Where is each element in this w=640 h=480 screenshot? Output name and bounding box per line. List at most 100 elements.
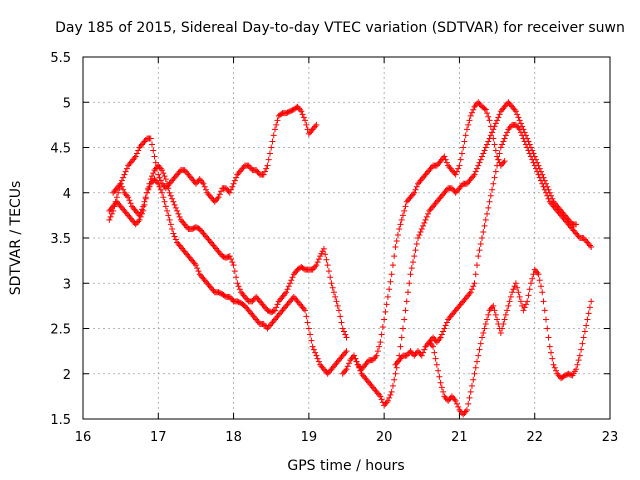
data-point (270, 308, 277, 315)
data-point (585, 310, 592, 317)
data-point (581, 328, 588, 335)
data-point (515, 289, 522, 296)
data-point (495, 320, 502, 327)
data-point (151, 153, 158, 160)
data-point (455, 403, 462, 410)
data-point (583, 322, 590, 329)
data-point (453, 168, 460, 175)
data-point (382, 308, 389, 315)
data-point (465, 400, 472, 407)
data-point (501, 316, 508, 323)
data-point (293, 104, 300, 111)
data-point (132, 153, 139, 160)
y-axis-title: SDTVAR / TECUs (8, 181, 24, 296)
data-point (433, 361, 440, 368)
data-point (468, 109, 475, 116)
data-point (501, 135, 508, 142)
data-point (492, 147, 499, 154)
data-point (146, 180, 153, 187)
data-point (313, 352, 320, 359)
data-point (453, 400, 460, 407)
data-point (379, 323, 386, 330)
data-point (234, 280, 241, 287)
data-point (202, 186, 209, 193)
data-point (175, 210, 182, 217)
data-point (535, 171, 542, 178)
data-point (491, 174, 498, 181)
data-point (334, 302, 341, 309)
data-point (507, 293, 514, 300)
data-point (218, 188, 225, 195)
data-point (271, 307, 278, 314)
data-point (561, 372, 568, 379)
data-point (123, 165, 130, 172)
data-point (265, 308, 272, 315)
data-point (328, 280, 335, 287)
data-point (159, 167, 166, 174)
data-point (313, 262, 320, 269)
data-point (420, 349, 427, 356)
data-points (106, 99, 595, 418)
data-point (122, 168, 129, 175)
data-point (435, 367, 442, 374)
x-tick-label: 21 (451, 430, 468, 445)
data-point (481, 147, 488, 154)
data-point (118, 177, 125, 184)
data-point (517, 120, 524, 127)
data-point (300, 114, 307, 121)
data-point (270, 132, 277, 139)
data-point (502, 311, 509, 318)
axis-ticks (82, 56, 611, 420)
data-point (389, 262, 396, 269)
data-point (200, 180, 207, 187)
data-point (133, 150, 140, 157)
data-point (505, 302, 512, 309)
data-point (235, 298, 242, 305)
data-point (476, 346, 483, 353)
data-point (578, 346, 585, 353)
data-point (383, 301, 390, 308)
data-point (494, 153, 501, 160)
data-point (481, 105, 488, 112)
data-point (482, 216, 489, 223)
plot-frame (82, 56, 611, 420)
data-point (156, 174, 163, 181)
data-point (479, 334, 486, 341)
data-point (304, 126, 311, 133)
data-point (491, 141, 498, 148)
data-point (413, 183, 420, 190)
data-point (479, 153, 486, 160)
data-point (475, 352, 482, 359)
data-point (171, 233, 178, 240)
data-point (482, 144, 489, 151)
data-point (125, 194, 132, 201)
x-tick-labels: 16 17 18 19 20 21 22 23 (75, 430, 619, 445)
data-point (377, 393, 384, 400)
data-point (573, 221, 580, 228)
data-point (231, 268, 238, 275)
data-point (150, 170, 157, 177)
data-point (431, 349, 438, 356)
series-track-1 (106, 103, 320, 223)
data-point (283, 110, 290, 117)
data-point (152, 159, 159, 166)
data-point (216, 289, 223, 296)
data-point (164, 180, 171, 187)
data-point (484, 110, 491, 117)
data-point (515, 114, 522, 121)
data-point (308, 337, 315, 344)
data-point (155, 180, 162, 187)
data-point (172, 204, 179, 211)
data-point (430, 343, 437, 350)
data-point (491, 123, 498, 130)
data-point (484, 210, 491, 217)
data-point (333, 298, 340, 305)
data-point (315, 358, 322, 365)
data-point (147, 176, 154, 183)
data-point (401, 316, 408, 323)
data-point (432, 355, 439, 362)
data-point (271, 126, 278, 133)
data-point (302, 307, 309, 314)
data-point (410, 259, 417, 266)
y-tick-label: 4.5 (50, 142, 71, 157)
